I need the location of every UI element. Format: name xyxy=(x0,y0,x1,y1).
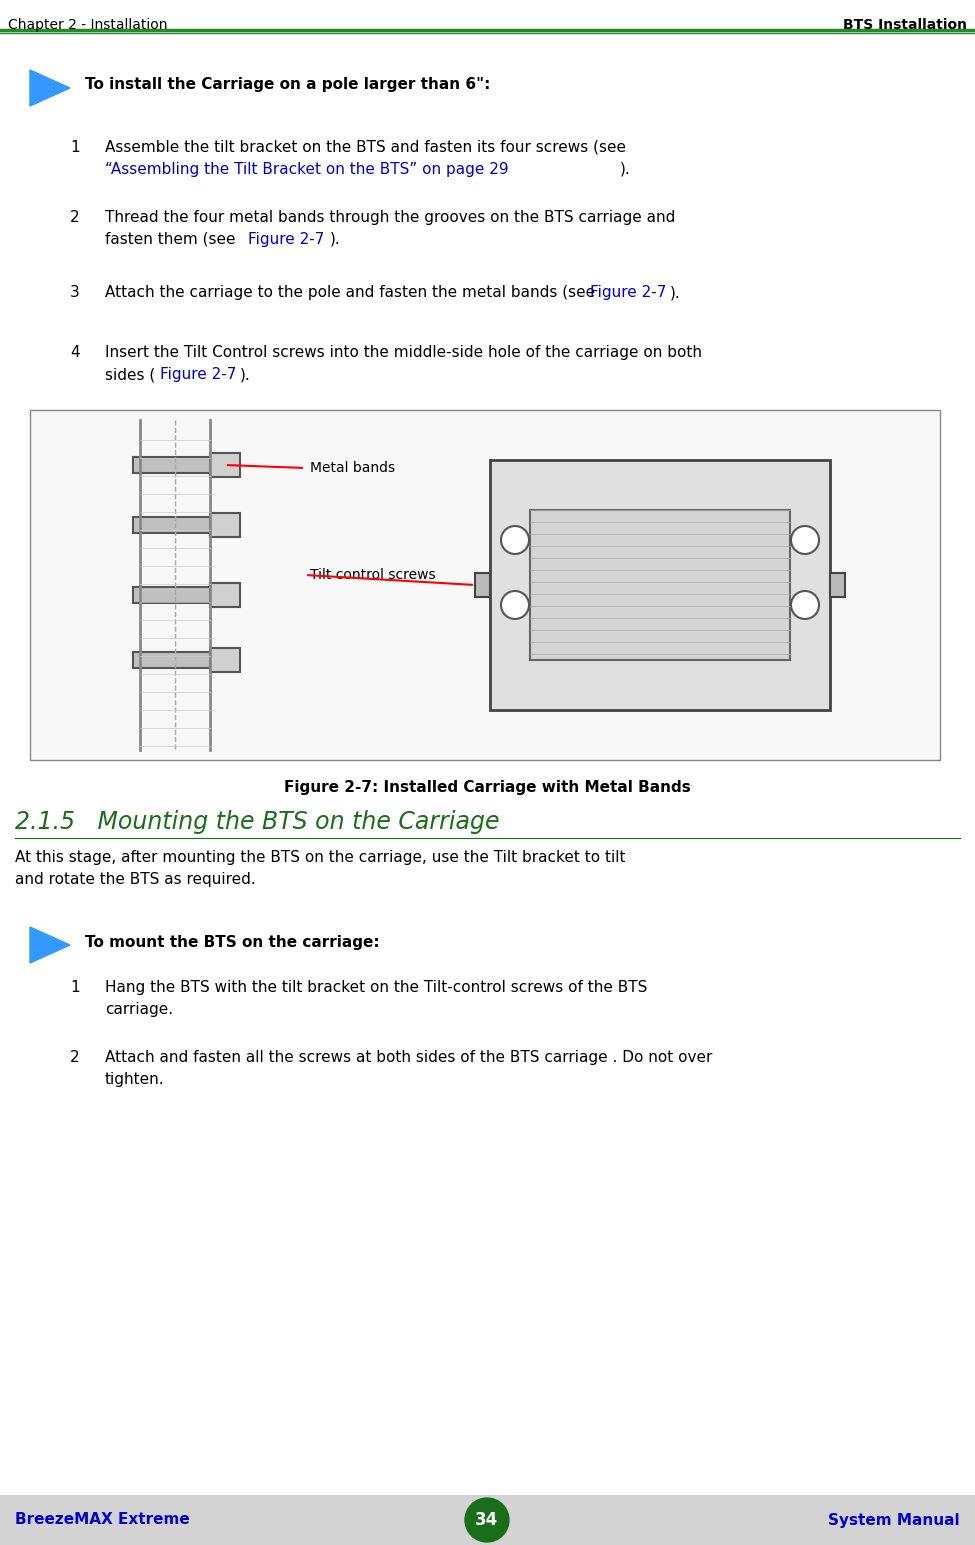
Text: ).: ). xyxy=(620,162,631,178)
FancyBboxPatch shape xyxy=(475,573,490,596)
FancyBboxPatch shape xyxy=(210,453,240,477)
Text: 3: 3 xyxy=(70,284,80,300)
Text: Metal bands: Metal bands xyxy=(310,460,395,474)
FancyBboxPatch shape xyxy=(0,1496,975,1545)
Text: fasten them (see: fasten them (see xyxy=(105,232,241,247)
Text: To mount the BTS on the carriage:: To mount the BTS on the carriage: xyxy=(85,935,379,950)
Text: 2.1.5   Mounting the BTS on the Carriage: 2.1.5 Mounting the BTS on the Carriage xyxy=(15,810,499,834)
Text: Hang the BTS with the tilt bracket on the Tilt-control screws of the BTS: Hang the BTS with the tilt bracket on th… xyxy=(105,980,647,995)
Text: Figure 2-7: Figure 2-7 xyxy=(248,232,325,247)
Text: Figure 2-7: Figure 2-7 xyxy=(590,284,666,300)
Text: 1: 1 xyxy=(70,141,80,154)
Text: 2: 2 xyxy=(70,1051,80,1065)
FancyBboxPatch shape xyxy=(210,582,240,607)
Circle shape xyxy=(791,525,819,555)
Text: ).: ). xyxy=(240,368,251,382)
Polygon shape xyxy=(30,70,70,107)
Text: System Manual: System Manual xyxy=(829,1513,960,1528)
Polygon shape xyxy=(30,927,70,963)
Text: Attach the carriage to the pole and fasten the metal bands (see: Attach the carriage to the pole and fast… xyxy=(105,284,600,300)
FancyBboxPatch shape xyxy=(210,513,240,538)
Text: 4: 4 xyxy=(70,345,80,360)
Circle shape xyxy=(501,525,529,555)
Text: ).: ). xyxy=(330,232,340,247)
Text: 34: 34 xyxy=(476,1511,498,1530)
FancyBboxPatch shape xyxy=(490,460,830,711)
FancyBboxPatch shape xyxy=(133,518,217,533)
Circle shape xyxy=(501,592,529,620)
Text: carriage.: carriage. xyxy=(105,1003,174,1017)
Text: tighten.: tighten. xyxy=(105,1072,165,1088)
Text: Thread the four metal bands through the grooves on the BTS carriage and: Thread the four metal bands through the … xyxy=(105,210,676,226)
Text: sides (: sides ( xyxy=(105,368,155,382)
Text: BreezeMAX Extreme: BreezeMAX Extreme xyxy=(15,1513,190,1528)
Text: Tilt control screws: Tilt control screws xyxy=(310,569,436,582)
FancyBboxPatch shape xyxy=(133,652,217,667)
FancyBboxPatch shape xyxy=(133,587,217,603)
FancyBboxPatch shape xyxy=(530,510,790,660)
Text: BTS Installation: BTS Installation xyxy=(843,19,967,32)
Text: Insert the Tilt Control screws into the middle-side hole of the carriage on both: Insert the Tilt Control screws into the … xyxy=(105,345,702,360)
Text: At this stage, after mounting the BTS on the carriage, use the Tilt bracket to t: At this stage, after mounting the BTS on… xyxy=(15,850,626,887)
FancyBboxPatch shape xyxy=(830,573,845,596)
FancyBboxPatch shape xyxy=(30,409,940,760)
FancyBboxPatch shape xyxy=(210,647,240,672)
Text: Attach and fasten all the screws at both sides of the BTS carriage . Do not over: Attach and fasten all the screws at both… xyxy=(105,1051,713,1065)
Text: Assemble the tilt bracket on the BTS and fasten its four screws (see: Assemble the tilt bracket on the BTS and… xyxy=(105,141,626,154)
Circle shape xyxy=(465,1499,509,1542)
Text: To install the Carriage on a pole larger than 6":: To install the Carriage on a pole larger… xyxy=(85,77,490,93)
Circle shape xyxy=(791,592,819,620)
Text: “Assembling the Tilt Bracket on the BTS” on page 29: “Assembling the Tilt Bracket on the BTS”… xyxy=(105,162,509,178)
Text: Figure 2-7: Figure 2-7 xyxy=(160,368,236,382)
Text: 1: 1 xyxy=(70,980,80,995)
Text: Figure 2-7: Installed Carriage with Metal Bands: Figure 2-7: Installed Carriage with Meta… xyxy=(284,780,690,796)
Text: Chapter 2 - Installation: Chapter 2 - Installation xyxy=(8,19,168,32)
FancyBboxPatch shape xyxy=(133,457,217,473)
Text: ).: ). xyxy=(670,284,681,300)
Text: 2: 2 xyxy=(70,210,80,226)
